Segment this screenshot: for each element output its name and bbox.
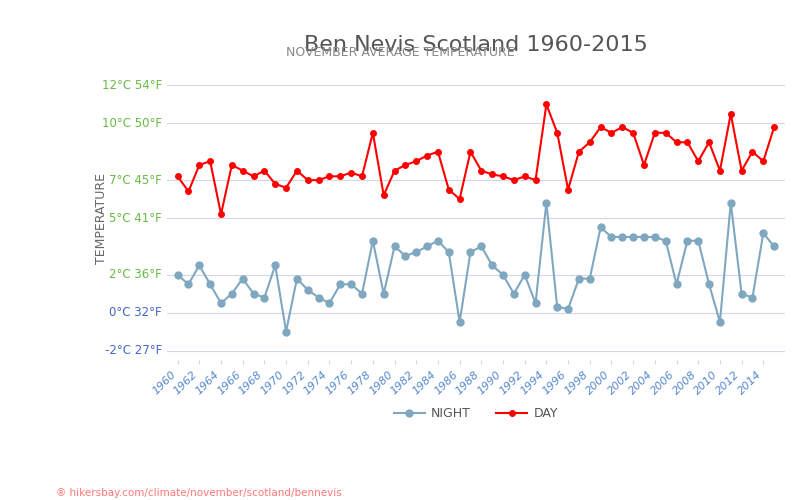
NIGHT (184, 282, 194, 288)
DAY (585, 140, 594, 145)
Text: 10°C 50°F: 10°C 50°F (102, 117, 162, 130)
NIGHT (542, 200, 551, 206)
NIGHT (585, 276, 594, 281)
NIGHT (563, 306, 573, 312)
DAY (401, 162, 410, 168)
NIGHT (401, 253, 410, 259)
Y-axis label: TEMPERATURE: TEMPERATURE (95, 172, 108, 264)
DAY (216, 211, 226, 217)
DAY (173, 174, 182, 180)
NIGHT (650, 234, 660, 240)
NIGHT (770, 244, 779, 250)
DAY (563, 186, 573, 192)
DAY (542, 102, 551, 107)
DAY (184, 188, 194, 194)
Text: 0°C 32°F: 0°C 32°F (110, 306, 162, 319)
Text: 5°C 41°F: 5°C 41°F (109, 212, 162, 224)
Text: 7°C 45°F: 7°C 45°F (109, 174, 162, 186)
Legend: NIGHT, DAY: NIGHT, DAY (389, 402, 563, 425)
Title: Ben Nevis Scotland 1960-2015: Ben Nevis Scotland 1960-2015 (304, 35, 648, 55)
NIGHT (520, 272, 530, 278)
DAY (770, 124, 779, 130)
Line: NIGHT: NIGHT (174, 200, 778, 335)
Text: 2°C 36°F: 2°C 36°F (109, 268, 162, 281)
DAY (650, 130, 660, 136)
Text: -2°C 27°F: -2°C 27°F (105, 344, 162, 357)
Line: DAY: DAY (175, 102, 777, 217)
DAY (520, 174, 530, 180)
NIGHT (173, 272, 182, 278)
Text: NOVEMBER AVERAGE TEMPERATURE: NOVEMBER AVERAGE TEMPERATURE (286, 46, 514, 59)
NIGHT (282, 328, 291, 334)
Text: 12°C 54°F: 12°C 54°F (102, 79, 162, 92)
Text: ® hikersbay.com/climate/november/scotland/bennevis: ® hikersbay.com/climate/november/scotlan… (56, 488, 342, 498)
